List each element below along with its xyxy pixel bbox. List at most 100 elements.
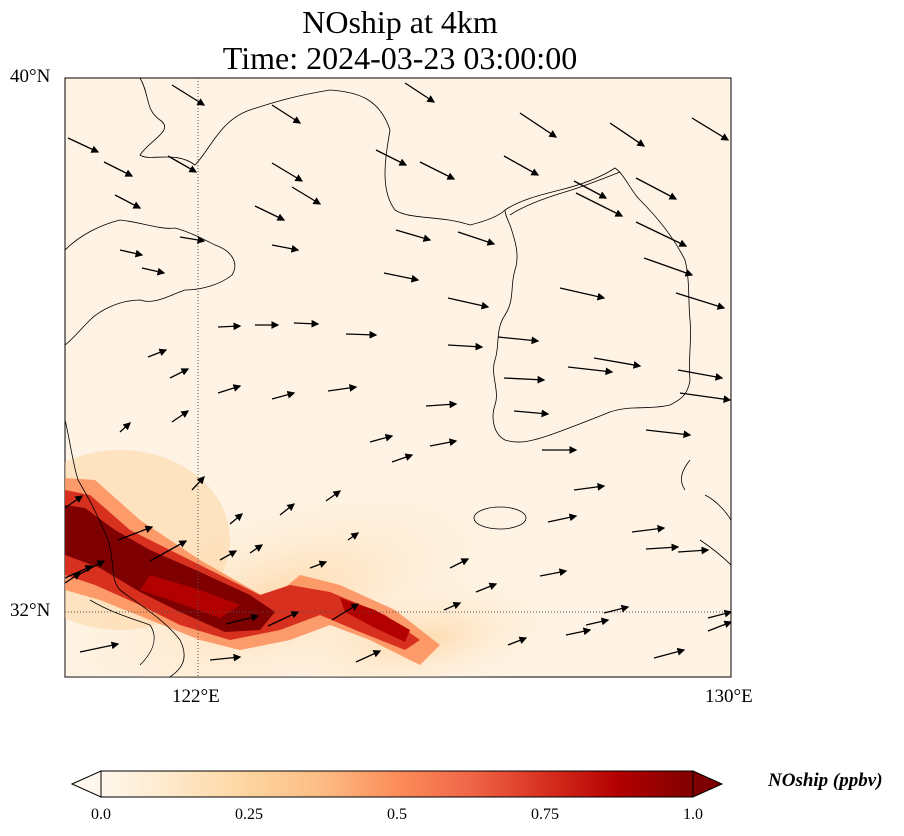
plume-core-3 [140,575,240,618]
wind-arrow [677,546,710,555]
wind-arrow [179,236,206,244]
wind-arrow [331,603,360,621]
wind-arrow [169,368,190,379]
lat-tick-40N: 40°N [10,66,51,87]
concentration-field [65,450,578,677]
coastlines [65,78,731,677]
wind-arrow [147,348,168,358]
wind-arrow [291,186,322,205]
colorbar-min-extend [70,770,102,798]
wind-arrow [631,524,666,533]
wind-arrow [271,162,304,182]
wind-arrow [559,287,606,301]
colorbar-max-extend [692,770,724,798]
wind-arrow [585,617,610,626]
wind-arrow [65,565,94,579]
wind-arrow [391,453,414,463]
wind-arrow [217,322,242,331]
wind-arrow [507,636,528,646]
wind-arrow [404,82,436,103]
wind-arrow [249,544,264,554]
wind-arrow [519,112,558,138]
wind-arrow [271,244,300,253]
wind-arrow [503,375,546,384]
wind-arrow [503,155,540,176]
wind-arrow [149,540,188,562]
wind-arrow [117,525,154,541]
wind-arrow [279,503,296,516]
wind-arrow [191,476,205,491]
lon-tick-122E: 122°E [172,686,220,707]
plume-mid [65,490,420,650]
wind-arrow [419,161,456,180]
wind-arrow [643,257,694,277]
wind-arrow [209,653,242,662]
wind-arrow [141,267,166,276]
colorbar-gradient [100,770,694,798]
wind-arrow [573,180,608,199]
wind-arrow [707,609,731,619]
wind-arrow [65,495,84,509]
wind-arrow [254,205,286,221]
colorbar-label: NOship (ppbv) [768,770,883,791]
colorbar-tick-05: 0.5 [387,806,407,823]
wind-arrow [443,602,462,611]
wind-arrow [547,513,578,523]
wind-arrow [217,384,242,394]
wind-arrow [677,369,724,381]
wind-arrow [375,149,408,166]
wind-arrow [575,192,624,217]
wind-arrow [635,177,678,200]
wind-arrow [267,611,300,627]
wind-arrow [457,231,496,246]
wind-arrow [219,550,238,561]
wind-arrow [369,433,394,443]
lon-tick-130E: 130°E [705,686,753,707]
wind-arrow [539,568,568,577]
wind-arrow [475,582,498,593]
wind-arrow [447,297,490,310]
map-subtitle: Time: 2024-03-23 03:00:00 [222,40,578,76]
wind-arrow [293,319,320,328]
wind-arrow [79,641,120,653]
wind-arrow [327,384,358,392]
wind-arrow [171,410,190,423]
wind-arrow [103,161,134,177]
colorbar-tick-025: 0.25 [235,806,263,823]
wind-arrow [119,422,131,433]
wind-arrow [653,647,686,659]
wind-arrow [225,613,260,625]
wind-arrow [675,292,726,310]
wind-vectors [65,82,731,663]
colorbar-tick-0: 0.0 [91,806,111,823]
wind-arrow [679,392,731,403]
wind-arrow [325,490,342,502]
colorbar-tick-075: 0.75 [531,806,559,823]
colorbar-tick-1: 1.0 [683,806,703,823]
wind-arrow [449,558,470,569]
lat-tick-32N: 32°N [10,600,51,621]
wind-arrow [383,272,420,283]
wind-arrow [635,221,688,247]
wind-arrow [65,572,82,584]
wind-arrow [395,229,432,242]
wind-arrow [119,249,144,258]
wind-arrow [271,390,296,400]
wind-arrow [167,155,198,173]
colorbar [70,770,724,798]
wind-arrow [67,137,100,153]
jeju-island [473,506,527,530]
wind-arrow [707,620,731,632]
wind-arrow [573,482,606,491]
wind-arrow [309,560,328,569]
wind-arrow [229,513,243,525]
wind-arrow [593,357,642,369]
wind-arrow [77,560,106,576]
wind-arrow [645,543,680,552]
wind-arrow [271,104,302,124]
wind-arrow [603,604,630,614]
wind-arrow [447,342,484,351]
wind-arrow [355,650,382,663]
wind-arrow [567,366,614,376]
